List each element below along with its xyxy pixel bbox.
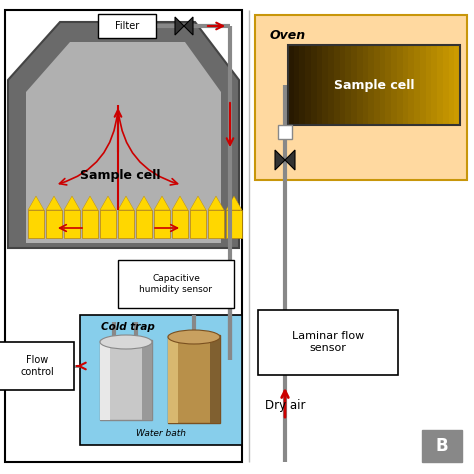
Bar: [403, 45, 410, 125]
Bar: [98, 14, 156, 38]
Bar: [422, 430, 462, 462]
Bar: [168, 335, 178, 423]
Bar: [294, 45, 301, 125]
Bar: [397, 45, 404, 125]
Bar: [210, 335, 220, 423]
Bar: [190, 210, 206, 238]
Ellipse shape: [168, 330, 220, 344]
Bar: [46, 210, 62, 238]
Polygon shape: [226, 196, 242, 210]
Polygon shape: [46, 196, 62, 210]
Bar: [328, 45, 335, 125]
Bar: [288, 45, 460, 125]
Bar: [334, 45, 341, 125]
Text: Flow
control: Flow control: [20, 355, 54, 377]
Bar: [368, 45, 375, 125]
Polygon shape: [190, 196, 206, 210]
Bar: [351, 45, 358, 125]
Bar: [346, 45, 352, 125]
Polygon shape: [100, 196, 116, 210]
Bar: [255, 15, 467, 180]
Bar: [437, 45, 444, 125]
Bar: [168, 335, 220, 423]
Bar: [305, 45, 312, 125]
Text: Cold trap: Cold trap: [101, 322, 155, 332]
Bar: [374, 45, 381, 125]
Bar: [100, 340, 110, 420]
Text: Oven: Oven: [270, 28, 306, 42]
Polygon shape: [208, 196, 224, 210]
Bar: [118, 260, 234, 308]
Polygon shape: [8, 22, 239, 248]
Bar: [172, 210, 188, 238]
Bar: [414, 45, 421, 125]
Bar: [357, 45, 364, 125]
Ellipse shape: [100, 335, 152, 349]
Text: Sample cell: Sample cell: [334, 79, 414, 91]
Bar: [454, 45, 461, 125]
Bar: [82, 210, 98, 238]
Bar: [100, 340, 152, 420]
Bar: [142, 340, 152, 420]
Bar: [118, 210, 134, 238]
Bar: [154, 210, 170, 238]
Bar: [431, 45, 438, 125]
Text: Capacitive
humidity sensor: Capacitive humidity sensor: [139, 274, 212, 294]
Bar: [420, 45, 427, 125]
Text: Dry air: Dry air: [265, 399, 305, 411]
Bar: [409, 45, 415, 125]
Bar: [363, 45, 369, 125]
Polygon shape: [28, 196, 44, 210]
Polygon shape: [136, 196, 152, 210]
Polygon shape: [64, 196, 80, 210]
Bar: [136, 210, 152, 238]
Polygon shape: [275, 150, 295, 170]
Polygon shape: [118, 196, 134, 210]
Polygon shape: [175, 17, 193, 35]
Bar: [300, 45, 306, 125]
Bar: [64, 210, 80, 238]
Bar: [380, 45, 386, 125]
Bar: [5, 10, 242, 462]
Bar: [100, 210, 116, 238]
Text: B: B: [436, 437, 448, 455]
Polygon shape: [26, 42, 221, 243]
Polygon shape: [172, 196, 188, 210]
Bar: [339, 45, 346, 125]
Text: Sample cell: Sample cell: [80, 168, 160, 182]
Bar: [0, 342, 74, 390]
Polygon shape: [82, 196, 98, 210]
Bar: [322, 45, 329, 125]
Bar: [28, 210, 44, 238]
Bar: [311, 45, 318, 125]
Text: Filter: Filter: [115, 21, 139, 31]
Bar: [278, 125, 292, 139]
Bar: [448, 45, 455, 125]
Bar: [443, 45, 449, 125]
Text: Water bath: Water bath: [136, 428, 186, 438]
Bar: [258, 310, 398, 375]
Bar: [288, 45, 295, 125]
Bar: [385, 45, 392, 125]
Polygon shape: [154, 196, 170, 210]
Bar: [426, 45, 432, 125]
Bar: [391, 45, 398, 125]
Bar: [226, 210, 242, 238]
Text: Laminar flow
sensor: Laminar flow sensor: [292, 331, 364, 353]
Bar: [317, 45, 323, 125]
Bar: [208, 210, 224, 238]
Bar: [80, 315, 242, 445]
